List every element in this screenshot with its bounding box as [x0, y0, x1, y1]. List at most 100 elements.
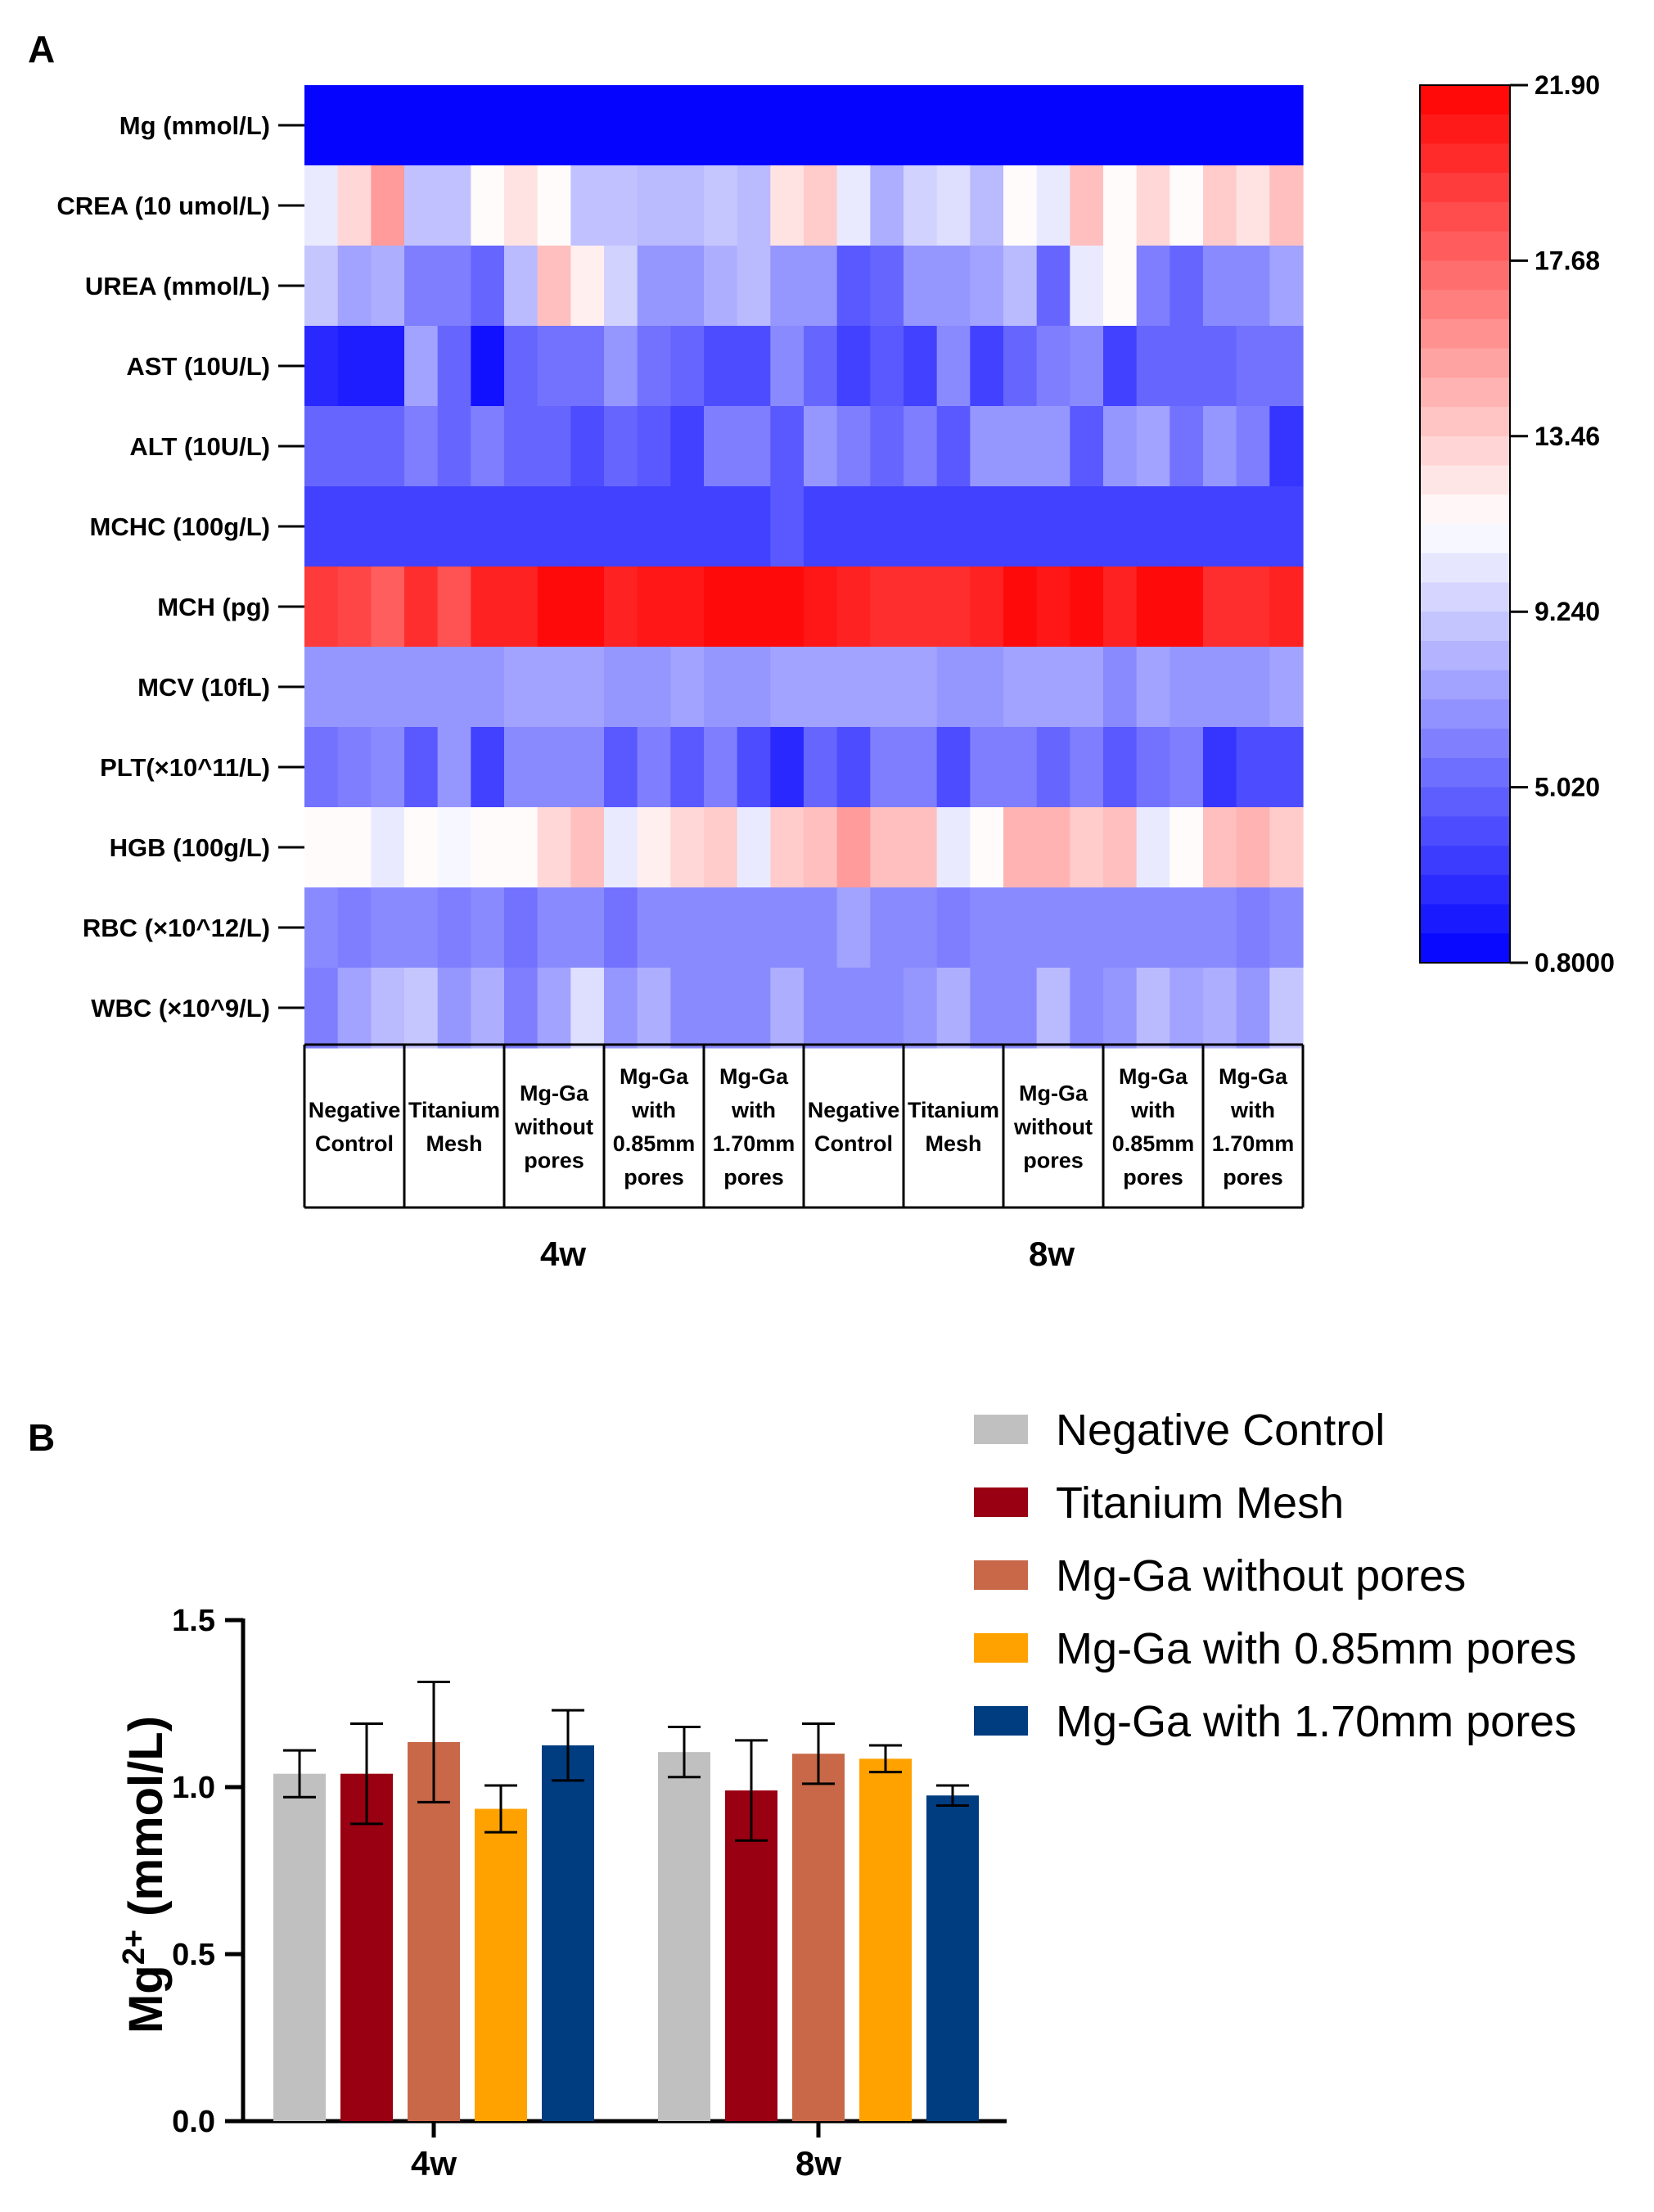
heatmap-cell	[570, 887, 605, 968]
heatmap-cell	[1269, 807, 1304, 888]
heatmap-cell	[970, 727, 1004, 808]
heatmap-cell	[1136, 567, 1170, 648]
heatmap-cell	[904, 727, 938, 808]
heatmap-cell	[404, 406, 439, 487]
heatmap-cell	[504, 85, 539, 166]
bar-mg-ga-with-1-70mm-pores-4w	[542, 1745, 594, 2121]
heatmap-cell	[704, 246, 738, 327]
row-label-hgb-100g-l: HGB (100g/L)	[110, 833, 270, 862]
heatmap-cell	[870, 486, 904, 567]
heatmap-cell	[437, 567, 471, 648]
heatmap-cell	[1036, 807, 1070, 888]
heatmap-cell	[1103, 807, 1138, 888]
heatmap-cell	[604, 887, 638, 968]
heatmap-cell	[504, 887, 539, 968]
heatmap-cell	[504, 727, 539, 808]
heatmap-cell	[637, 326, 671, 407]
legend-label-mg-ga-with-0-85mm-pores: Mg-Ga with 0.85mm pores	[1056, 1624, 1576, 1673]
heatmap-cell	[537, 165, 571, 246]
heatmap-cell	[1103, 968, 1138, 1049]
group-label-line: with	[631, 1098, 676, 1122]
heatmap-cell	[870, 567, 904, 648]
heatmap-cell	[404, 165, 439, 246]
group-label-line: Mg-Ga	[719, 1064, 789, 1089]
group-label-line: Titanium	[908, 1098, 999, 1122]
group-label-line: Control	[315, 1131, 394, 1156]
heatmap-cell	[1036, 85, 1070, 166]
heatmap-cell	[1036, 647, 1070, 728]
heatmap-cell	[1203, 406, 1237, 487]
heatmap-cell	[804, 968, 838, 1049]
heatmap-cell	[304, 727, 339, 808]
heatmap-cell	[936, 165, 971, 246]
heatmap-cell	[337, 727, 372, 808]
heatmap-cell	[670, 246, 705, 327]
heatmap-cell	[1136, 326, 1170, 407]
heatmap-cell	[504, 807, 539, 888]
colorbar-segment	[1420, 699, 1510, 729]
heatmap-cell	[737, 165, 771, 246]
colorbar-segment	[1420, 436, 1510, 467]
group-label-line: 1.70mm	[1212, 1131, 1295, 1156]
heatmap-cell	[737, 406, 771, 487]
colorbar-segment	[1420, 524, 1510, 554]
heatmap-cell	[1070, 406, 1104, 487]
heatmap-cell	[1170, 968, 1204, 1049]
colorbar-segment	[1420, 816, 1510, 846]
heatmap-cell	[1269, 887, 1304, 968]
colorbar-segment	[1420, 933, 1510, 964]
heatmap-cell	[870, 887, 904, 968]
heatmap-cell	[304, 807, 339, 888]
heatmap-cell	[737, 85, 771, 166]
heatmap-cell	[904, 968, 938, 1049]
heatmap-cell	[770, 326, 804, 407]
heatmap-cell	[471, 727, 505, 808]
colorbar-tick-label: 0.8000	[1535, 948, 1615, 977]
heatmap-cell	[637, 246, 671, 327]
group-label-line: without	[514, 1115, 593, 1140]
heatmap-cell	[371, 807, 405, 888]
heatmap-cell	[537, 85, 571, 166]
heatmap-cell	[770, 727, 804, 808]
x-tick-label-4w: 4w	[411, 2144, 457, 2183]
heatmap-cell	[936, 567, 971, 648]
group-label-8w-negative-control: Negative Control	[808, 1098, 900, 1156]
heatmap-cell	[1203, 85, 1237, 166]
group-label-line: with	[1130, 1098, 1175, 1122]
heatmap-cell	[704, 567, 738, 648]
heatmap-cell	[504, 486, 539, 567]
row-label-ast-10u-l: AST (10U/L)	[126, 352, 270, 381]
heatmap-cell	[904, 486, 938, 567]
heatmap-cell	[1036, 246, 1070, 327]
bar-mg-ga-with-1-70mm-pores-8w	[926, 1795, 979, 2121]
heatmap-cell	[936, 727, 971, 808]
colorbar-frame	[1419, 84, 1511, 964]
heatmap-cell	[471, 887, 505, 968]
heatmap-cell	[1136, 807, 1170, 888]
colorbar: 21.90 17.68 13.46 9.240 5.020 0.8000	[1419, 70, 1615, 977]
heatmap-cell	[537, 326, 571, 407]
heatmap-cell	[1136, 246, 1170, 327]
heatmap-cell	[1103, 165, 1138, 246]
heatmap-cell	[904, 85, 938, 166]
heatmap-cell	[770, 968, 804, 1049]
heatmap	[304, 85, 1304, 1049]
heatmap-cell	[1036, 727, 1070, 808]
heatmap-cell	[836, 165, 871, 246]
heatmap-cell	[770, 887, 804, 968]
heatmap-cell	[371, 326, 405, 407]
colorbar-tick-label: 17.68	[1535, 246, 1600, 275]
heatmap-cell	[804, 165, 838, 246]
legend-swatch-mg-ga-with-1-70mm-pores	[974, 1706, 1028, 1736]
heatmap-cell	[870, 165, 904, 246]
heatmap-cell	[704, 85, 738, 166]
heatmap-cell	[970, 406, 1004, 487]
time-label-8w: 8w	[1029, 1235, 1075, 1273]
heatmap-cell	[1203, 567, 1237, 648]
heatmap-cell	[537, 486, 571, 567]
heatmap-cell	[1136, 647, 1170, 728]
heatmap-cell	[770, 406, 804, 487]
heatmap-cell	[1269, 727, 1304, 808]
heatmap-cell	[904, 406, 938, 487]
heatmap-cell	[1203, 807, 1237, 888]
